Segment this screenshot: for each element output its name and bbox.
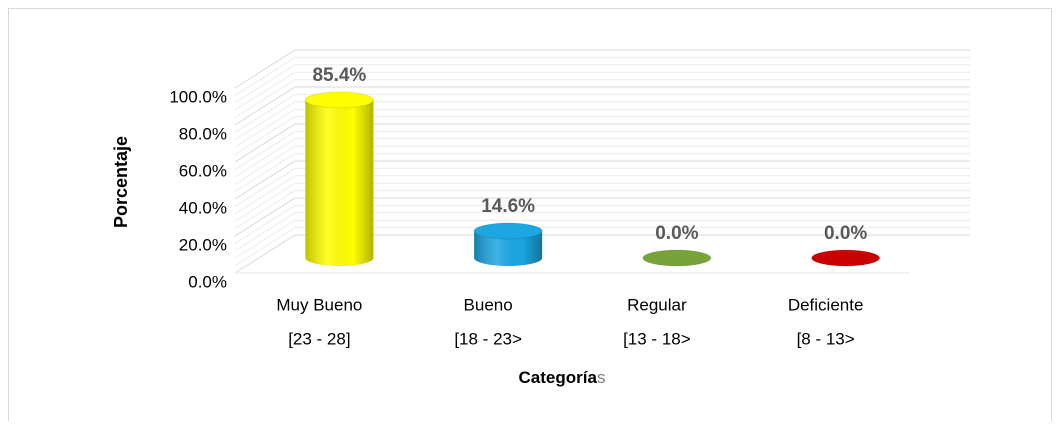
x-tick-label: Bueno [464,295,513,314]
x-tick-label: [13 - 18> [623,329,691,348]
grid-line [234,197,970,237]
grid-line [234,123,970,163]
value-label: 85.4% [312,65,366,86]
minor-grid-line [234,145,970,185]
bar-top [811,249,881,267]
minor-grid-line [234,227,970,267]
x-tick-label: Regular [627,295,687,314]
x-tick-label: Deficiente [788,295,864,314]
grid-line [234,160,970,200]
x-tick-label: [18 - 23> [454,329,522,348]
minor-grid-line [234,108,970,148]
bar-top [642,249,712,267]
minor-grid-line [234,167,970,207]
value-label: 14.6% [481,196,535,217]
minor-grid-line [234,116,970,156]
minor-grid-line [234,71,970,111]
y-tick-label: 0.0% [188,272,227,291]
x-axis-label-suffix: s [597,368,606,387]
minor-grid-line [234,130,970,170]
bar-shade [305,100,374,266]
minor-grid-line [234,93,970,133]
y-tick-label: 100.0% [169,87,227,106]
value-label: 0.0% [824,223,867,244]
minor-grid-line [234,64,970,104]
grid-line [234,86,970,126]
grid-line [234,234,970,274]
minor-grid-line [234,212,970,252]
x-axis-label-main: Categoría [519,368,598,387]
minor-grid-line [234,138,970,178]
x-tick-label: [8 - 13> [797,329,855,348]
minor-grid-line [234,219,970,259]
minor-grid-line [234,204,970,244]
bar-top [304,91,374,109]
minor-grid-line [234,101,970,141]
minor-grid-line [234,175,970,215]
minor-grid-line [234,182,970,222]
minor-grid-line [234,190,970,230]
x-tick-label: [23 - 28] [288,329,350,348]
y-tick-label: 40.0% [179,198,227,217]
chart-border [8,8,1052,426]
y-tick-label: 20.0% [179,235,227,254]
y-tick-label: 80.0% [179,124,227,143]
bar-shade [474,230,543,266]
grid-line [234,49,970,89]
minor-grid-line [234,79,970,119]
minor-grid-line [234,56,970,96]
x-tick-label: Muy Bueno [276,295,362,314]
x-axis-label: Categorías [519,368,606,387]
minor-grid-line [234,153,970,193]
value-label: 0.0% [655,223,698,244]
y-axis-label: Porcentaje [111,136,131,228]
bar-top [473,222,543,240]
y-tick-label: 60.0% [179,161,227,180]
